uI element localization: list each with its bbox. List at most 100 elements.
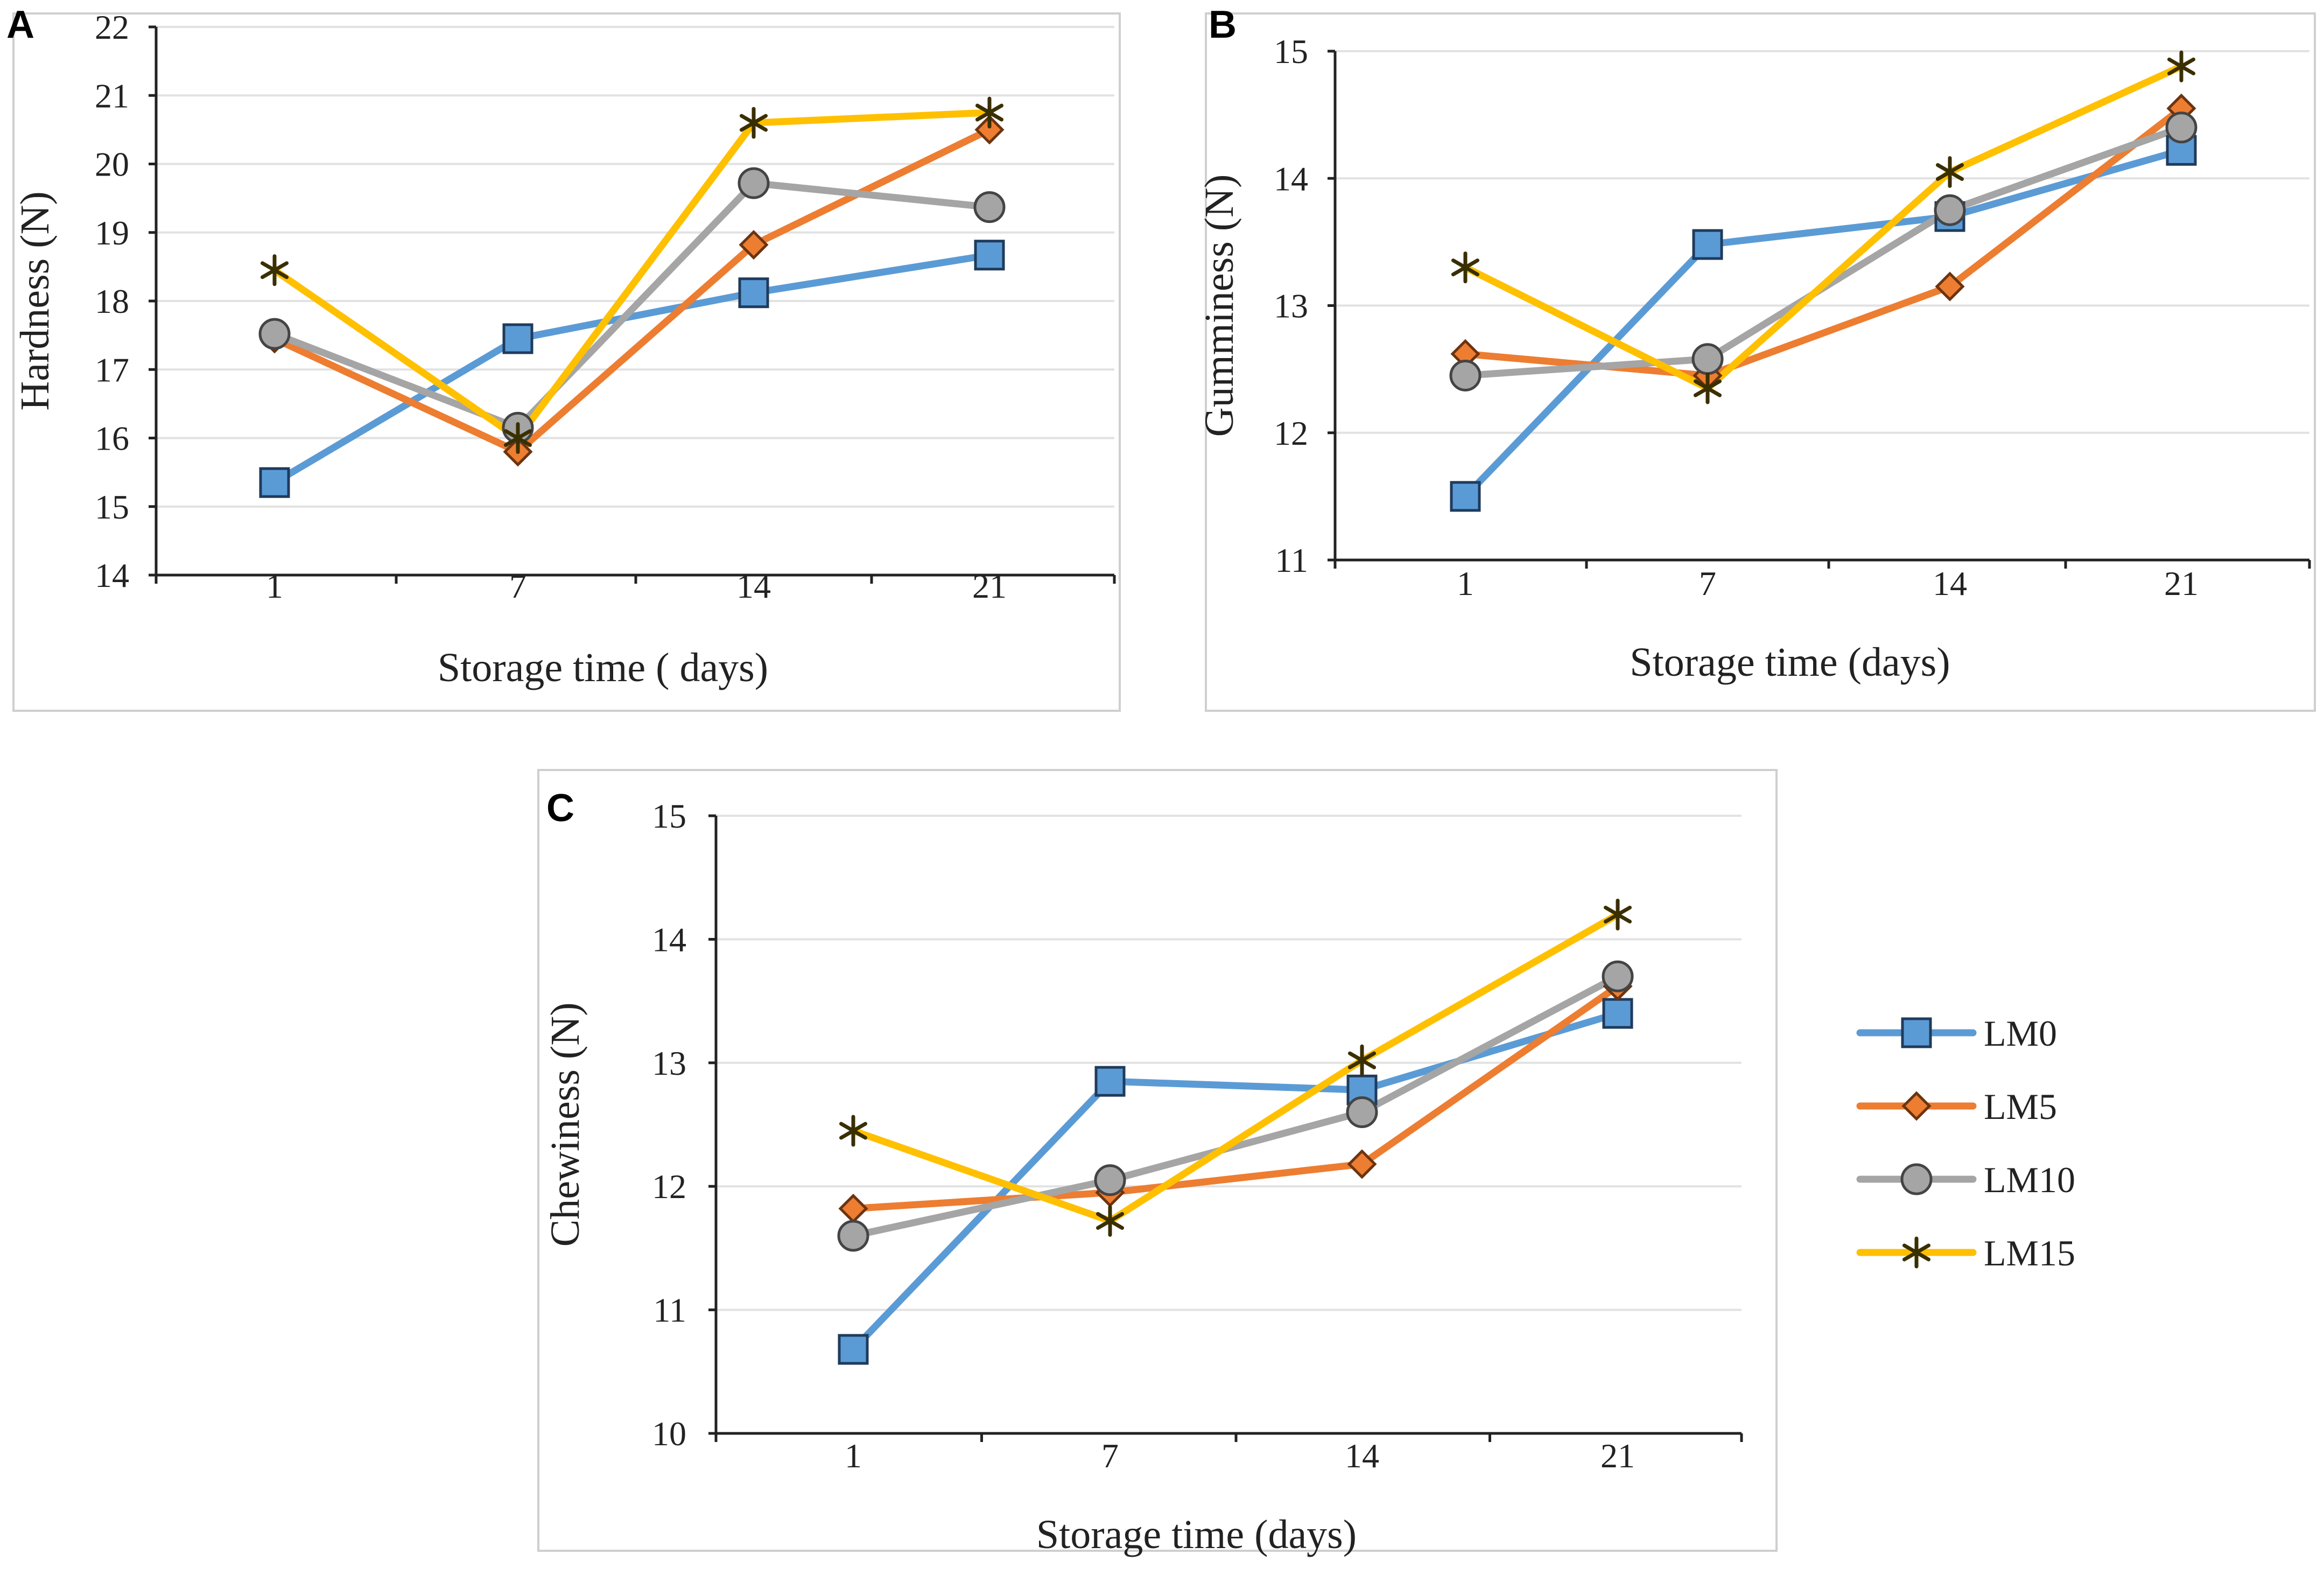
x-tick-label: 7: [1699, 564, 1716, 603]
marker-circle-shape: [1900, 1163, 1933, 1195]
marker-circle-shape: [1449, 359, 1482, 391]
marker-star-stroke: [1693, 379, 1722, 397]
marker-diamond-shape: [1901, 1091, 1932, 1121]
data-point-lm0: [259, 467, 290, 498]
data-point-lm15: [1935, 156, 1964, 188]
data-point-lm5: [974, 115, 1005, 145]
y-axis-title: Gumminess (N): [1197, 174, 1242, 437]
marker-star-stroke: [1902, 1243, 1931, 1262]
x-tick-label: 21: [1600, 1437, 1635, 1475]
data-point-lm15: [1603, 899, 1632, 931]
data-point-lm0: [738, 277, 769, 309]
series-line-lm5: [849, 983, 1621, 1212]
y-tick-label: 14: [1274, 159, 1308, 198]
x-tick-label: 7: [509, 567, 526, 605]
marker-square-shape: [1901, 1017, 1932, 1048]
data-point-lm10: [1602, 960, 1634, 992]
legend-label: LM15: [1984, 1233, 2075, 1273]
legend-marker: [1901, 1091, 1932, 1121]
marker-square-shape: [1094, 1066, 1126, 1097]
y-axis-title: Hardness (N): [12, 191, 58, 410]
data-point-lm10: [738, 167, 770, 199]
data-point-lm10: [1094, 1164, 1126, 1196]
marker-diamond-shape: [974, 115, 1005, 145]
marker-diamond-shape: [1935, 271, 1965, 302]
y-tick-label: 14: [95, 556, 129, 594]
marker-diamond-shape: [838, 1193, 868, 1224]
series-line-lm5: [271, 126, 993, 456]
series-line-lm15: [1462, 62, 2185, 392]
data-point-lm10: [837, 1220, 869, 1252]
y-tick-label: 15: [1274, 32, 1308, 71]
legend-item-lm15: LM15: [1856, 1233, 2075, 1273]
y-tick-label: 17: [95, 351, 129, 389]
panel-frame: [12, 12, 1121, 712]
y-tick-label: 20: [95, 145, 129, 184]
data-point-lm15: [1096, 1205, 1125, 1237]
y-tick-label: 10: [652, 1415, 686, 1453]
marker-circle-shape: [1346, 1096, 1378, 1129]
y-tick-label: 12: [652, 1167, 686, 1206]
series-line-lm10: [849, 972, 1621, 1240]
marker-star-stroke: [1603, 906, 1632, 924]
marker-circle-shape: [258, 318, 291, 350]
legend-marker: [1901, 1017, 1932, 1048]
marker-square-shape: [974, 240, 1005, 271]
marker-diamond-shape: [739, 230, 769, 260]
x-tick-label: 1: [266, 567, 283, 605]
legend-label: LM10: [1984, 1159, 2075, 1200]
data-point-lm15: [739, 107, 768, 139]
y-tick-label: 11: [1275, 541, 1308, 579]
series-line-lm0: [849, 1010, 1621, 1353]
x-tick-label: 21: [972, 567, 1007, 605]
data-point-lm15: [1347, 1044, 1377, 1076]
marker-circle-shape: [1934, 194, 1966, 226]
marker-circle-shape: [2165, 111, 2197, 144]
panel-label: A: [6, 3, 34, 46]
marker-square-shape: [2166, 135, 2197, 166]
y-tick-label: 15: [652, 797, 686, 835]
x-axis-title: Storage time (days): [1036, 1512, 1357, 1557]
x-tick-label: 14: [736, 567, 771, 605]
marker-star-stroke: [503, 429, 532, 447]
data-point-lm10: [1346, 1096, 1378, 1129]
y-tick-label: 13: [1274, 287, 1308, 325]
marker-square-shape: [1346, 1074, 1378, 1105]
data-point-lm10: [973, 191, 1006, 223]
data-point-lm5: [1935, 271, 1965, 302]
panel-label: B: [1209, 3, 1237, 46]
marker-star-stroke: [1935, 163, 1964, 181]
data-point-lm0: [1346, 1074, 1378, 1105]
marker-star-stroke: [2167, 57, 2196, 75]
data-point-lm0: [1692, 229, 1723, 260]
legend-label: LM5: [1984, 1086, 2057, 1127]
marker-diamond-shape: [1347, 1149, 1377, 1179]
data-point-lm5: [739, 230, 769, 260]
data-point-lm15: [975, 96, 1004, 129]
data-point-lm5: [838, 1193, 868, 1224]
data-point-lm10: [258, 318, 291, 350]
marker-square-shape: [1692, 229, 1723, 260]
data-point-lm15: [839, 1115, 868, 1147]
series-line-lm0: [271, 251, 993, 486]
panel-frame: [537, 769, 1778, 1552]
data-point-lm0: [1602, 998, 1633, 1029]
data-point-lm10: [2165, 111, 2197, 144]
series-line-lm5: [1462, 104, 2185, 379]
y-tick-label: 15: [95, 488, 129, 526]
x-tick-label: 21: [2164, 564, 2199, 603]
series-line-lm15: [849, 911, 1621, 1224]
legend-item-lm10: LM10: [1856, 1159, 2075, 1200]
marker-star-stroke: [1451, 258, 1480, 277]
marker-star-stroke: [739, 114, 768, 132]
marker-circle-shape: [973, 191, 1006, 223]
data-point-lm15: [503, 422, 532, 454]
y-axis-title: Chewiness (N): [543, 1003, 588, 1247]
marker-square-shape: [502, 323, 533, 354]
marker-square-shape: [1602, 998, 1633, 1029]
x-tick-label: 7: [1101, 1437, 1119, 1475]
x-axis-title: Storage time ( days): [438, 645, 768, 690]
data-point-lm10: [1449, 359, 1482, 391]
series-line-lm10: [1462, 124, 2185, 379]
